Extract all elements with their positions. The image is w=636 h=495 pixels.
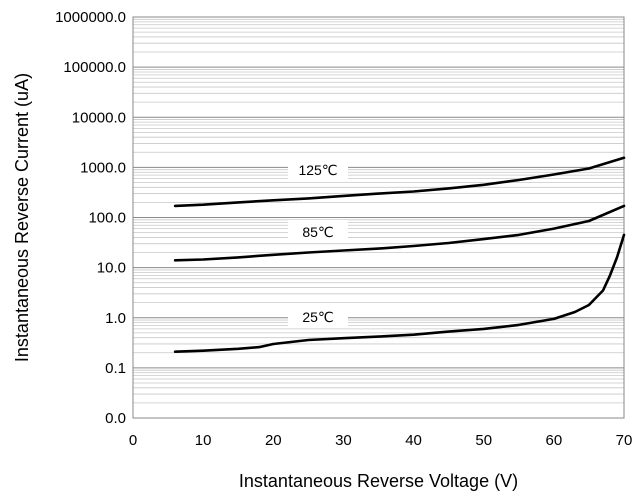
x-tick-label: 50 bbox=[475, 432, 492, 449]
grid bbox=[133, 16, 624, 419]
y-tick-label: 100000.0 bbox=[63, 59, 126, 76]
y-tick-label: 1000000.0 bbox=[55, 9, 126, 26]
y-tick-label: 0.1 bbox=[105, 360, 126, 377]
axes: 0.0 0.1 1.0 10.0 100.0 1000.0 10000.0 100000.0 1… bbox=[55, 9, 632, 449]
series-labels: 125℃ 85℃ 25℃ bbox=[288, 158, 348, 327]
x-tick-label: 70 bbox=[616, 432, 633, 449]
series-label-group: 25℃ bbox=[288, 305, 348, 327]
x-tick-label: 10 bbox=[195, 432, 212, 449]
series-label-group: 85℃ bbox=[288, 220, 348, 242]
series-lines bbox=[173, 156, 626, 353]
y-tick-label: 1000.0 bbox=[80, 159, 126, 176]
series-label-background bbox=[288, 158, 348, 180]
series-line bbox=[173, 204, 626, 262]
series-label-group: 125℃ bbox=[288, 158, 348, 180]
y-tick-label: 10.0 bbox=[97, 260, 126, 277]
y-tick-label: 0.0 bbox=[105, 410, 126, 427]
series-line bbox=[173, 233, 626, 353]
x-tick-label: 40 bbox=[405, 432, 422, 449]
series-line bbox=[173, 156, 626, 208]
plot-border bbox=[132, 16, 625, 419]
y-tick-label: 100.0 bbox=[88, 210, 126, 227]
x-tick-label: 30 bbox=[335, 432, 352, 449]
x-tick-label: 60 bbox=[546, 432, 563, 449]
y-tick-label: 10000.0 bbox=[72, 109, 126, 126]
series-label-background bbox=[288, 220, 348, 242]
x-axis-title: Instantaneous Reverse Voltage (V) bbox=[239, 471, 518, 491]
series-label: 125℃ bbox=[298, 162, 337, 178]
series-label-background bbox=[288, 305, 348, 327]
series-label: 85℃ bbox=[302, 224, 333, 240]
x-tick-label: 0 bbox=[129, 432, 137, 449]
x-tick-label: 20 bbox=[265, 432, 282, 449]
series-label: 25℃ bbox=[302, 309, 333, 325]
y-axis-title: Instantaneous Reverse Current (uA) bbox=[12, 73, 32, 362]
y-tick-label: 1.0 bbox=[105, 310, 126, 327]
